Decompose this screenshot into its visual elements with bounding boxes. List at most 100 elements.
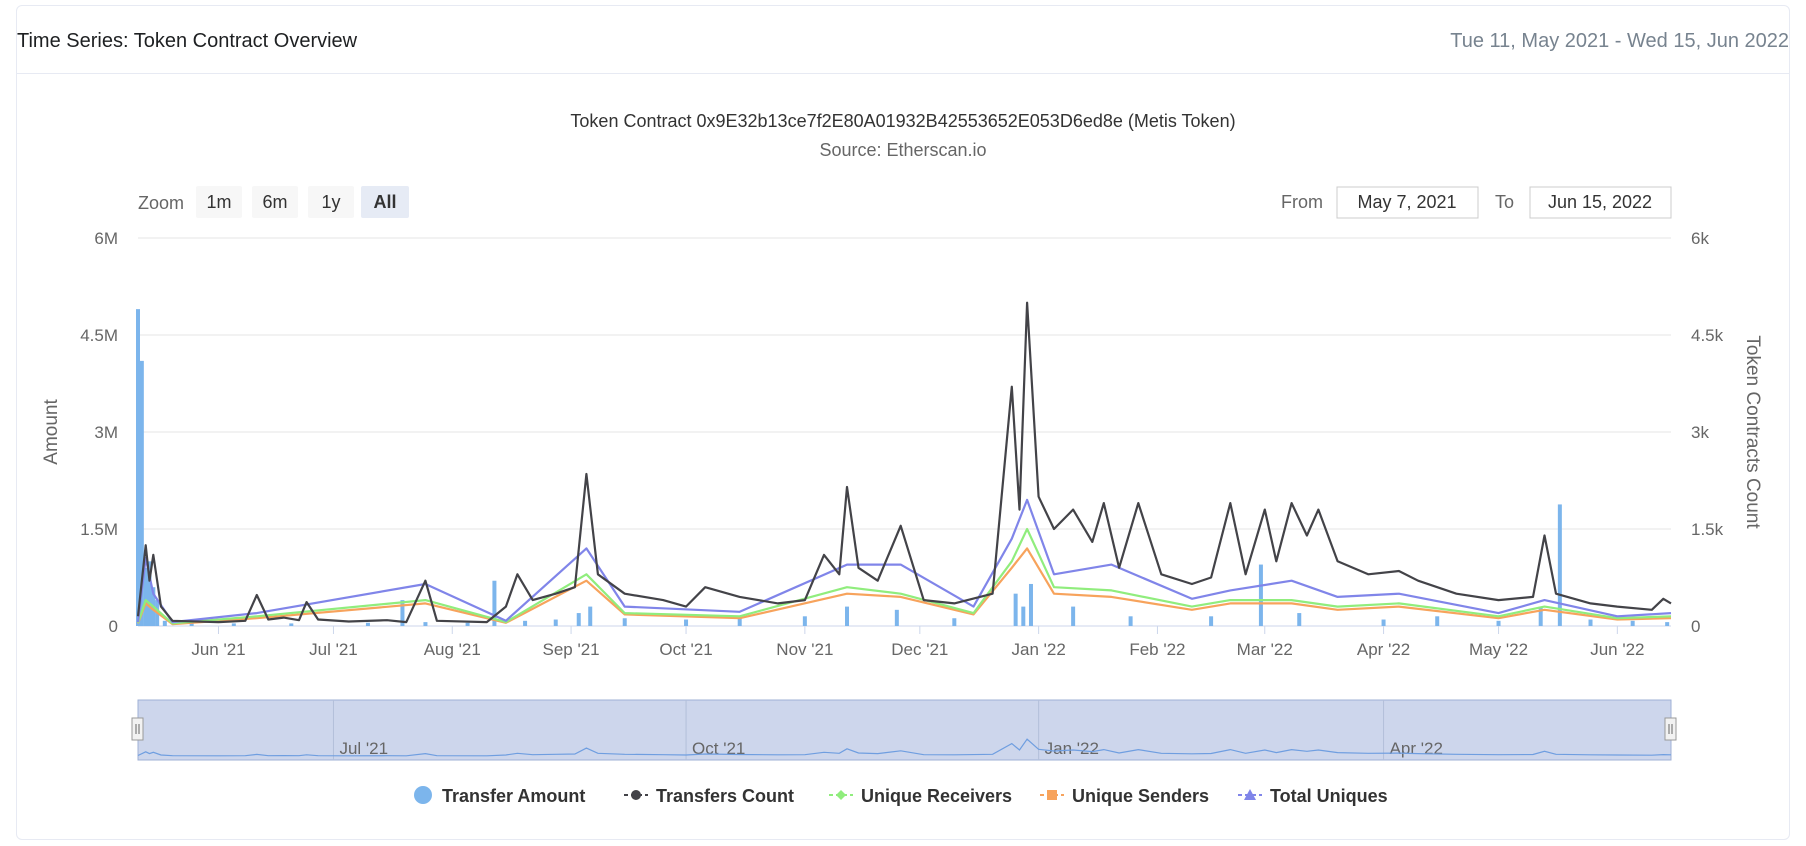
legend-symbol [836,790,846,800]
transfer-amount-bar [465,622,470,626]
chart-subtitle: Source: Etherscan.io [819,140,986,160]
transfer-amount-bar [143,567,148,626]
legend: Transfer Amount Transfers Count Unique Rec… [414,786,1388,806]
transfer-amount-bar [289,623,294,626]
x-tick-label: Jun '21 [191,640,245,659]
transfer-amount-bar [845,606,850,626]
total-uniques-line [136,498,1672,624]
from-date-input[interactable]: May 7, 2021 [1336,186,1479,219]
zoom-button-all[interactable]: All [361,186,409,218]
x-tick-label: Aug '21 [424,640,481,659]
x-tick-label: Oct '21 [659,640,712,659]
legend-item-transfer-amount[interactable]: Transfer Amount [414,786,585,806]
transfer-amount-bar [1028,583,1033,626]
zoom-button-all-label: All [373,192,396,212]
legend-item-total-uniques[interactable]: Total Uniques [1238,786,1388,806]
transfer-amount-bar [622,618,627,626]
transfer-amount-bar [1557,504,1562,626]
transfer-amount-bar [189,622,194,626]
x-tick-label: Apr '22 [1357,640,1410,659]
transfer-amount-bar [1665,622,1670,626]
transfer-amount-bar [423,622,428,626]
transfer-amount-bar [365,622,370,626]
y-left-tick-label: 6M [94,229,118,248]
x-tick-label: Mar '22 [1237,640,1293,659]
x-tick-label: Jun '22 [1590,640,1644,659]
transfer-amount-bar [1435,616,1440,626]
transfer-amount-bar [1128,616,1133,626]
transfer-amount-bar [492,580,497,626]
transfer-amount-bar [553,619,558,626]
navigator-handle-right[interactable] [1664,717,1677,741]
transfer-amount-bar [1297,613,1302,626]
navigator[interactable]: Jul '21 Oct '21 Jan '22 Apr '22 [131,699,1677,761]
transfer-amount-bar [1071,606,1076,626]
navigator-selection[interactable] [137,699,1672,761]
y-right-tick-label: 6k [1691,229,1709,248]
transfer-amount-bar [1588,619,1593,626]
legend-item-transfers-count[interactable]: Transfers Count [624,786,794,806]
transfer-amount-bar [1496,620,1501,626]
to-date-value: Jun 15, 2022 [1548,192,1652,212]
navigator-handle-left[interactable] [131,717,144,741]
y-right-tick-label: 4.5k [1691,326,1724,345]
zoom-button-6m[interactable]: 6m [252,186,298,218]
navigator-series-line [137,738,1672,757]
y-left-tick-label: 4.5M [80,326,118,345]
legend-symbol [631,790,641,800]
zoom-button-1y[interactable]: 1y [308,186,354,218]
legend-symbol [1244,789,1256,800]
zoom-button-1m[interactable]: 1m [196,186,242,218]
x-tick-label: Jan '22 [1011,640,1065,659]
transfer-amount-bar [523,620,528,626]
x-tick-label: May '22 [1469,640,1528,659]
y-axis-left-ticks: 0 1.5M 3M 4.5M 6M [80,229,118,636]
to-date-input[interactable]: Jun 15, 2022 [1529,186,1672,219]
transfer-amount-bar [1021,606,1026,626]
y-axis-left-title: Amount [41,399,62,465]
transfer-amount-bar [1630,620,1635,626]
y-axis-right-ticks: 0 1.5k 3k 4.5k 6k [1691,229,1724,636]
navigator-tick-label: Oct '21 [692,739,745,758]
legend-label: Unique Senders [1072,786,1209,806]
transfer-amount-bar [1381,619,1386,626]
chart-title: Token Contract 0x9E32b13ce7f2E80A01932B4… [570,111,1235,131]
transfer-amount-bar [139,360,144,626]
x-tick-label: Jul '21 [309,640,358,659]
transfers-count-line [136,301,1672,624]
navigator-tick-label: Jul '21 [339,739,388,758]
legend-symbol [414,786,432,804]
card-header: Time Series: Token Contract Overview Tue… [17,6,1789,74]
transfer-amount-bar [894,609,899,626]
transfer-amount-bar [147,561,152,626]
transfer-amount-bar [1538,606,1543,626]
navigator-tick-label: Jan '22 [1045,739,1099,758]
legend-label: Total Uniques [1270,786,1388,806]
transfer-amount-bar [1209,616,1214,626]
y-right-tick-label: 1.5k [1691,520,1724,539]
x-tick-label: Feb '22 [1129,640,1185,659]
x-tick-label: Dec '21 [891,640,948,659]
transfer-amount-bar [802,616,807,626]
legend-label: Transfers Count [656,786,794,806]
zoom-label: Zoom [138,193,184,213]
transfer-amount-bar [1258,564,1263,626]
from-label: From [1281,192,1323,212]
x-tick-label: Sep '21 [543,640,600,659]
y-left-tick-label: 3M [94,423,118,442]
line-series [136,301,1672,626]
unique-senders-line [136,547,1672,626]
legend-label: Transfer Amount [442,786,585,806]
transfer-amount-bar [162,620,167,626]
x-tick-label: Nov '21 [776,640,833,659]
transfer-amount-bar [576,613,581,626]
y-right-tick-label: 3k [1691,423,1709,442]
legend-item-unique-senders[interactable]: Unique Senders [1040,786,1209,806]
transfer-amount-bar [231,623,236,626]
y-axis-right-title: Token Contracts Count [1742,335,1763,529]
legend-item-unique-receivers[interactable]: Unique Receivers [829,786,1012,806]
transfer-amount-bar [1013,593,1018,626]
zoom-button-6m-label: 6m [262,192,287,212]
transfer-amount-bar [737,618,742,626]
